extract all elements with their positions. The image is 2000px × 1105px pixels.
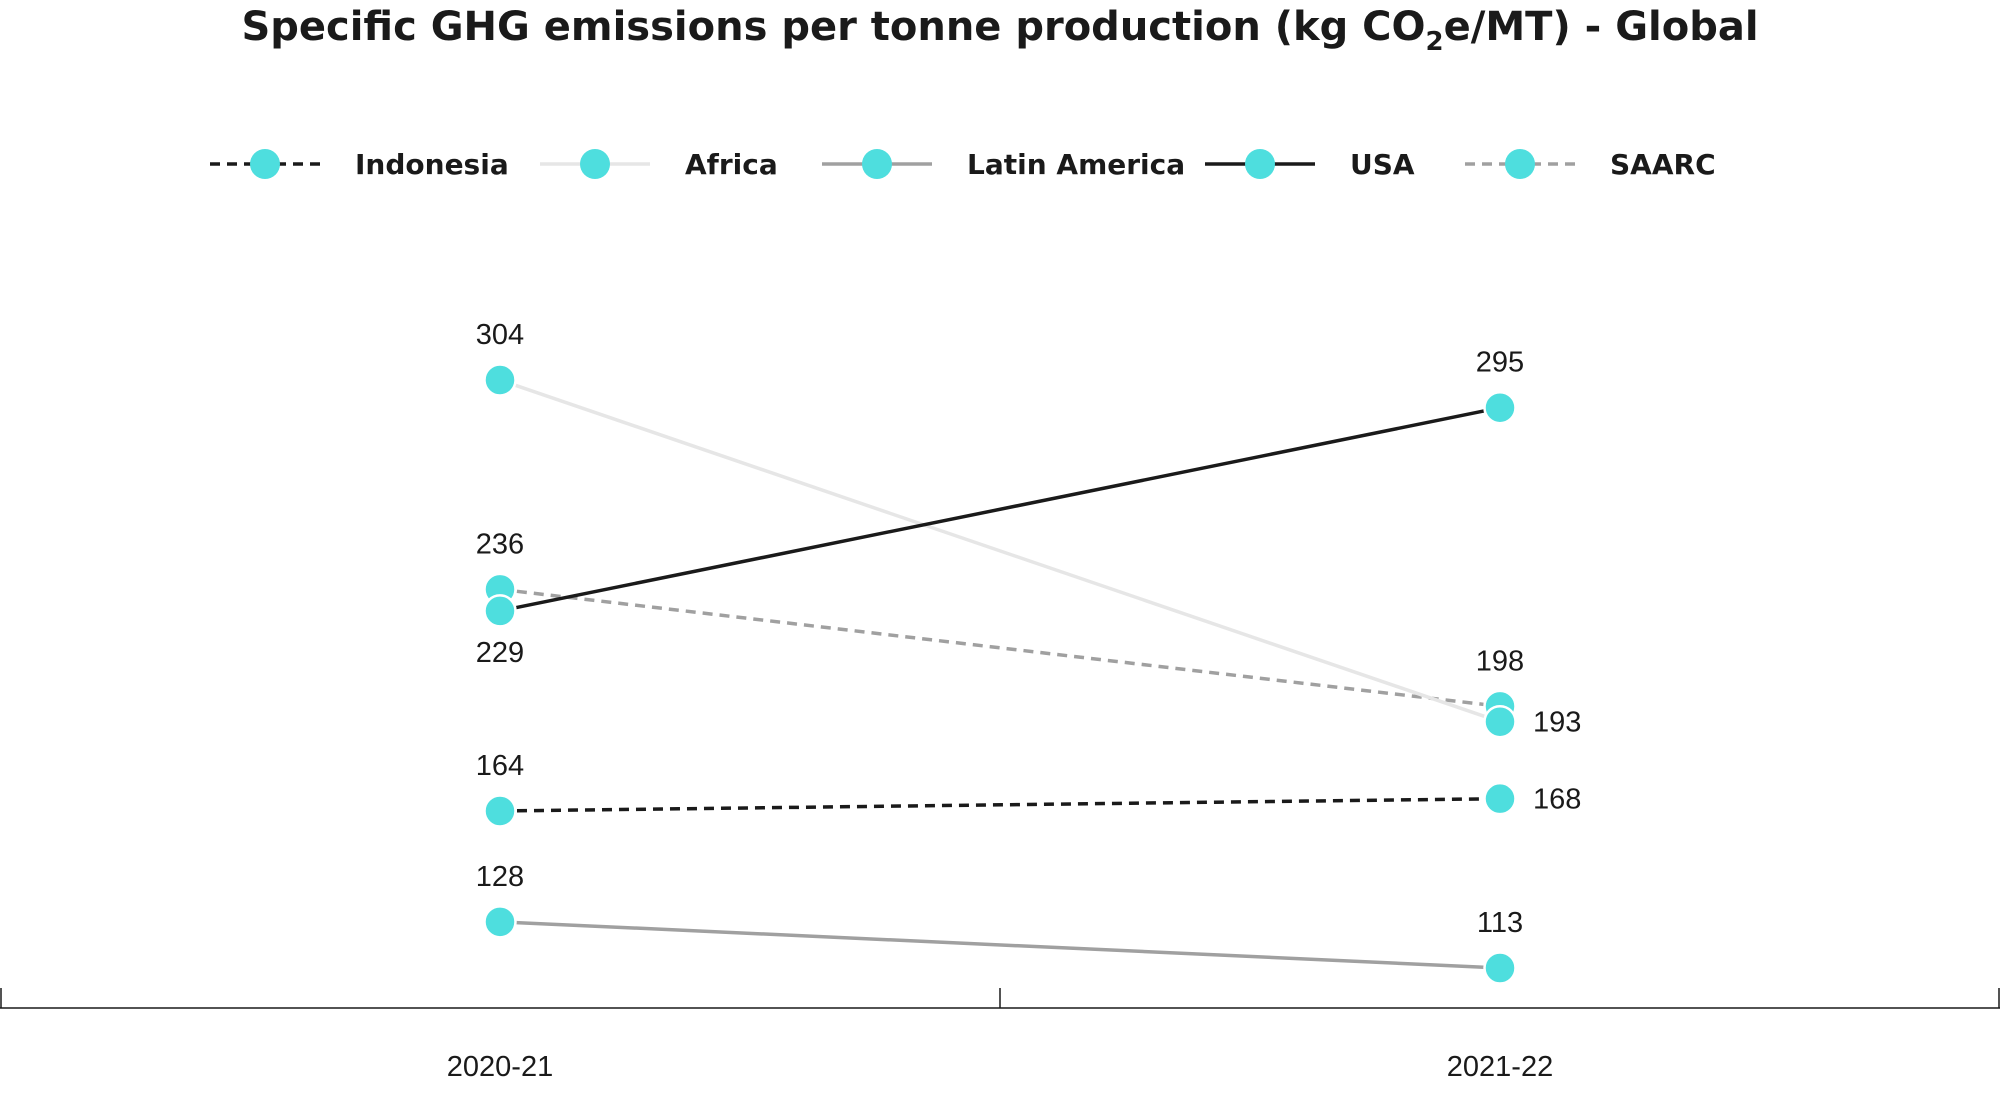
- legend: Indonesia Africa Latin America USA SAARC: [210, 148, 1716, 181]
- data-label-africa-2020-21: 304: [476, 319, 524, 351]
- legend-item-saarc: SAARC: [1465, 148, 1716, 181]
- data-label-saarc-2021-22: 198: [1476, 645, 1524, 677]
- legend-item-usa: USA: [1205, 148, 1415, 181]
- data-label-indonesia-2020-21: 164: [476, 750, 524, 782]
- series-line-indonesia: [499, 796, 1501, 813]
- x-tick-label-2021-22: 2021-22: [1447, 1051, 1553, 1083]
- data-label-indonesia-2021-22: 168: [1533, 784, 1581, 816]
- marker-africa-2020-21: [483, 363, 517, 397]
- legend-label: Indonesia: [355, 148, 509, 181]
- legend-marker: [1505, 149, 1535, 179]
- data-labels: 164 168 304 193 128 113 229 295 236 198: [476, 319, 1582, 939]
- chart-title-main: Specific GHG emissions per tonne product…: [241, 4, 1425, 50]
- data-label-usa-2020-21: 229: [476, 637, 524, 669]
- marker-latin-america-2020-21: [483, 905, 517, 939]
- chart-title: Specific GHG emissions per tonne product…: [241, 4, 1758, 57]
- legend-label: SAARC: [1610, 148, 1716, 181]
- legend-marker: [250, 149, 280, 179]
- marker-africa-2021-22: [1483, 704, 1517, 739]
- data-label-latin-america-2021-22: 113: [1477, 907, 1523, 939]
- chart-title-suffix: e/MT) - Global: [1444, 4, 1759, 50]
- data-label-saarc-2020-21: 236: [476, 528, 524, 560]
- legend-marker: [580, 149, 610, 179]
- series-line-africa: [499, 378, 1501, 724]
- x-tick-label-2020-21: 2020-21: [447, 1051, 553, 1083]
- marker-usa-2021-22: [1483, 390, 1517, 425]
- legend-label: Africa: [685, 148, 778, 181]
- data-label-usa-2021-22: 295: [1476, 347, 1524, 379]
- x-axis: 2020-21 2021-22: [0, 988, 2000, 1083]
- series-markers: [483, 363, 1517, 985]
- legend-label: Latin America: [967, 148, 1185, 181]
- marker-indonesia-2021-22: [1483, 781, 1517, 816]
- legend-label: USA: [1350, 148, 1415, 181]
- legend-item-latin-america: Latin America: [822, 148, 1185, 181]
- series-lines: [499, 378, 1501, 970]
- chart-title-subscript: 2: [1426, 27, 1444, 57]
- series-line-latin-america: [499, 920, 1501, 970]
- series-line-usa: [499, 405, 1501, 613]
- marker-indonesia-2020-21: [483, 794, 517, 828]
- marker-latin-america-2021-22: [1483, 951, 1517, 985]
- marker-usa-2020-21: [483, 594, 517, 628]
- data-label-latin-america-2020-21: 128: [476, 861, 524, 893]
- legend-item-africa: Africa: [540, 148, 778, 181]
- legend-marker: [862, 149, 892, 179]
- series-line-saarc: [499, 587, 1501, 709]
- legend-item-indonesia: Indonesia: [210, 148, 509, 181]
- legend-marker: [1245, 149, 1275, 179]
- data-label-africa-2021-22: 193: [1533, 707, 1581, 739]
